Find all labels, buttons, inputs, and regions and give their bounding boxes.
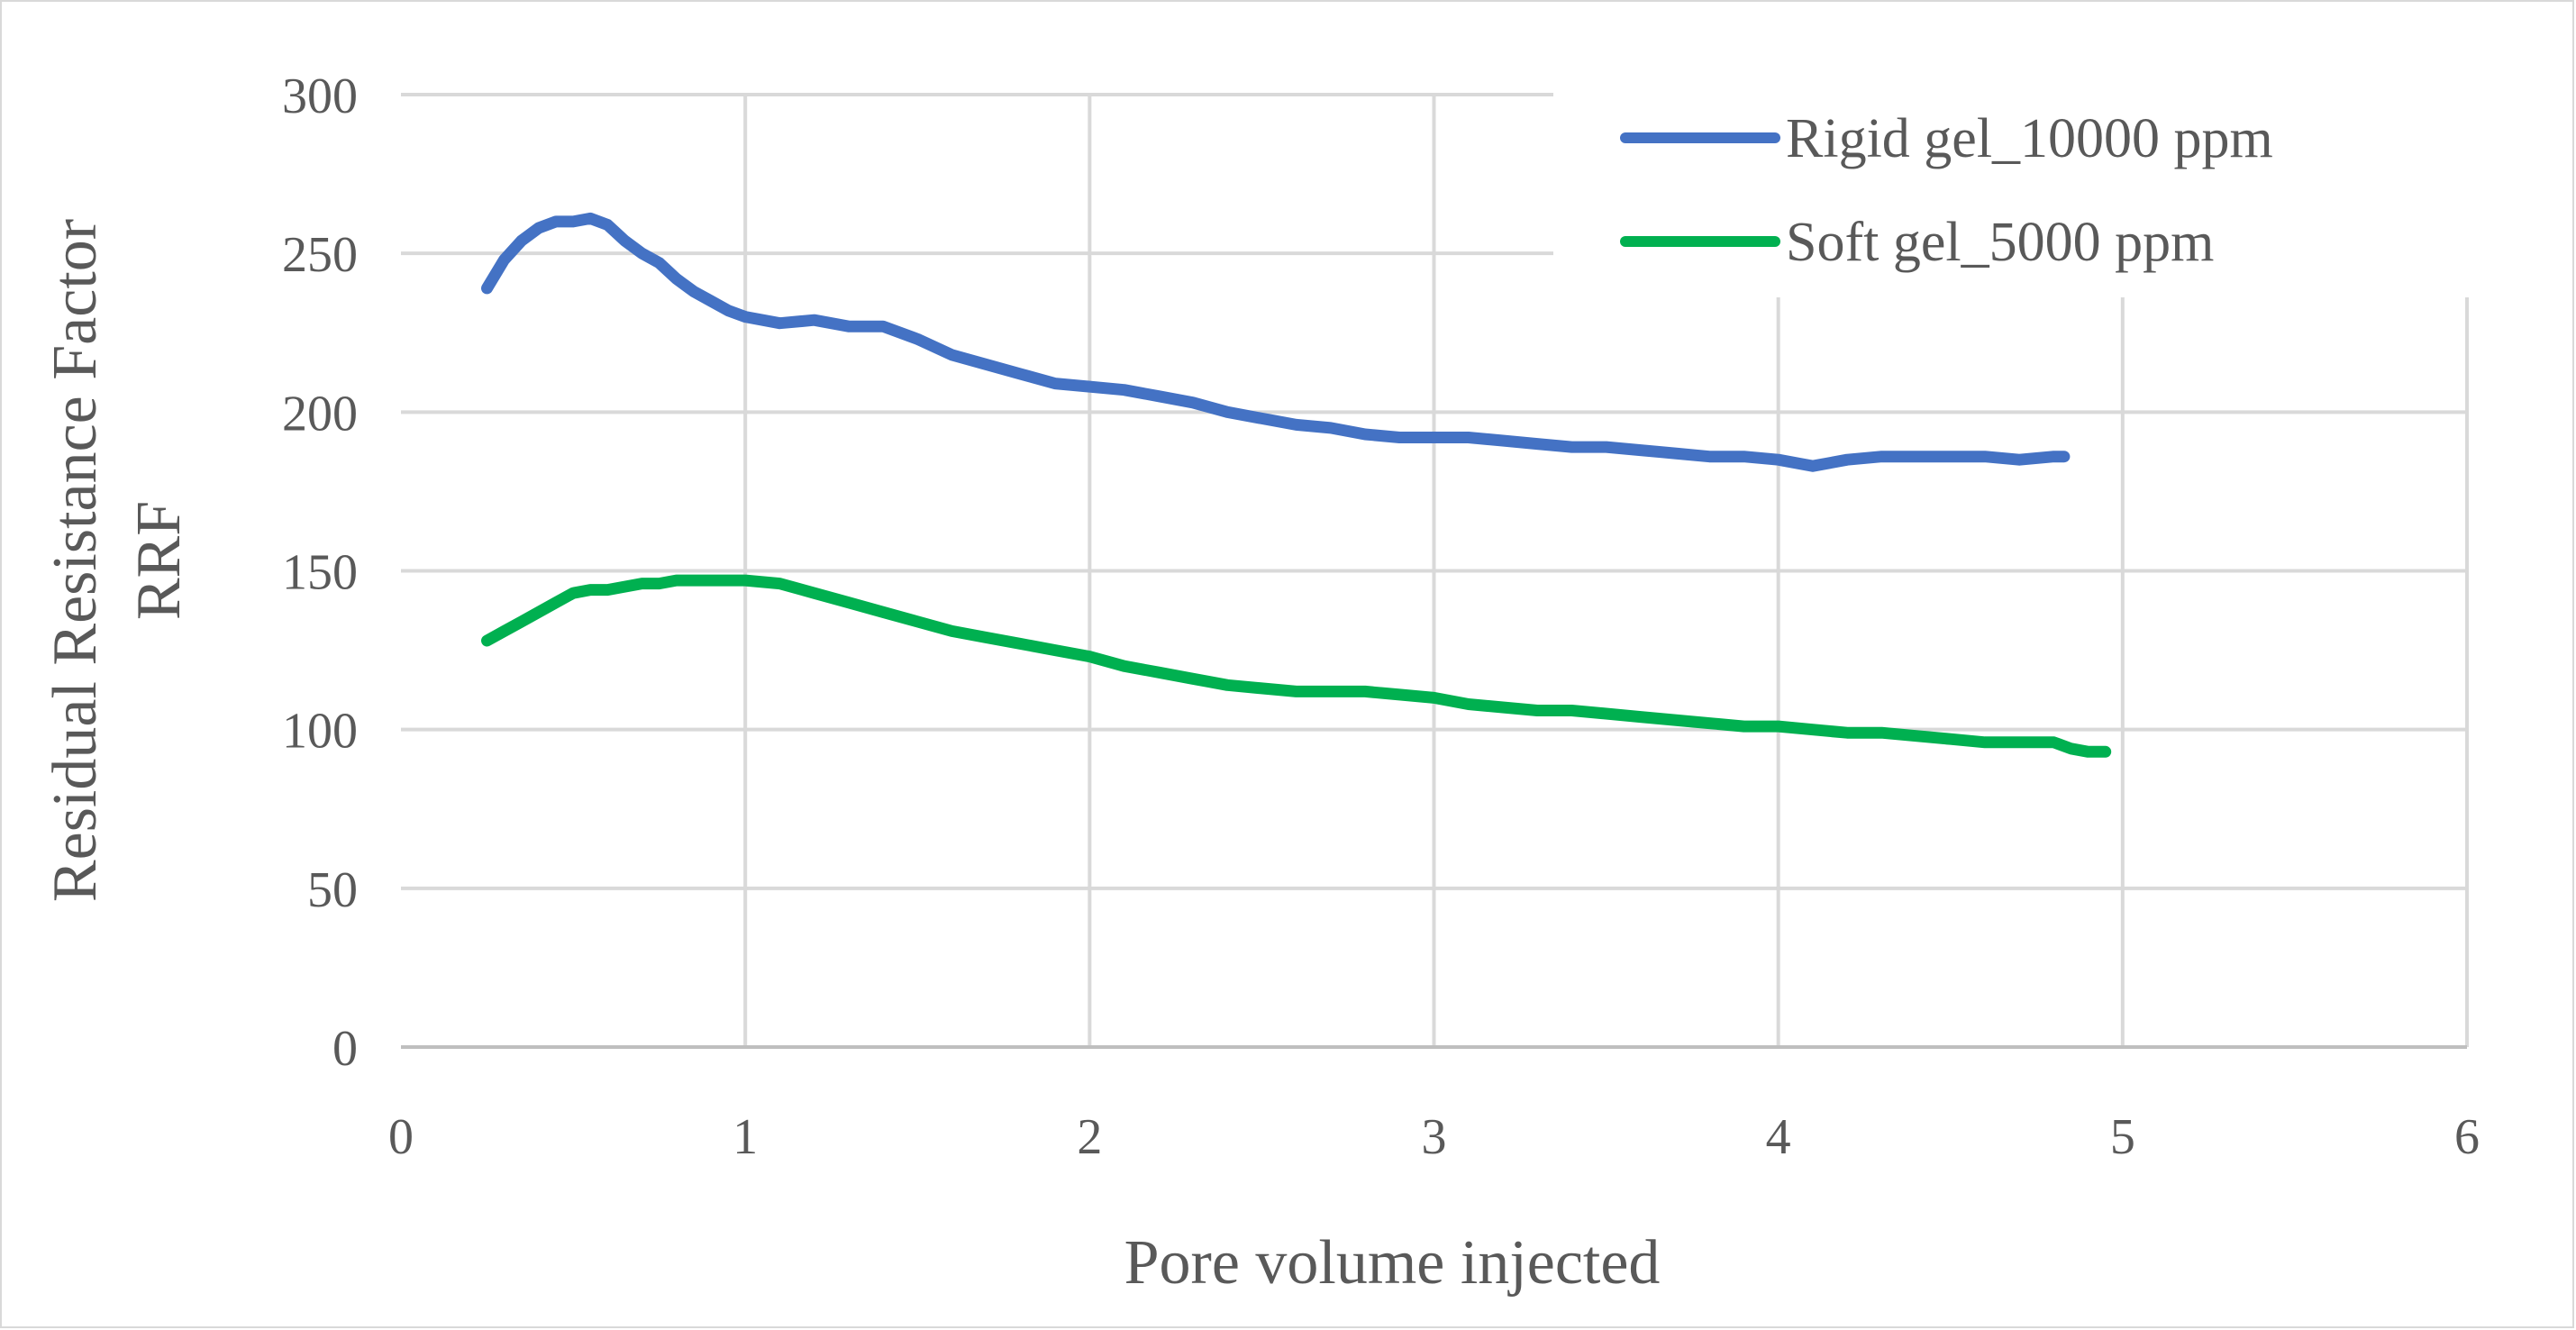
legend-background bbox=[1553, 81, 2471, 297]
y-tick-label: 150 bbox=[282, 545, 358, 601]
x-axis-title: Pore volume injected bbox=[1124, 1228, 1661, 1298]
series-lines bbox=[481, 212, 2112, 758]
legend-label-soft-gel: Soft gel_5000 ppm bbox=[1786, 212, 2214, 273]
x-tick-labels: 0 1 2 3 4 5 6 bbox=[388, 1109, 2480, 1165]
y-axis-title-line2: RRF bbox=[124, 501, 194, 620]
series-line-soft-gel bbox=[481, 574, 2112, 758]
legend: Rigid gel_10000 ppm Soft gel_5000 ppm bbox=[1553, 81, 2471, 297]
y-tick-label: 200 bbox=[282, 386, 358, 442]
y-tick-label: 0 bbox=[332, 1021, 358, 1077]
y-tick-label: 300 bbox=[282, 68, 358, 124]
x-tick-label: 1 bbox=[733, 1109, 758, 1165]
y-axis-title-line1: Residual Resistance Factor bbox=[41, 219, 110, 902]
x-tick-label: 2 bbox=[1077, 1109, 1102, 1165]
x-tick-label: 4 bbox=[1766, 1109, 1791, 1165]
x-tick-label: 5 bbox=[2110, 1109, 2135, 1165]
legend-label-rigid-gel: Rigid gel_10000 ppm bbox=[1786, 108, 2273, 169]
x-tick-label: 0 bbox=[388, 1109, 414, 1165]
x-tick-label: 3 bbox=[1422, 1109, 1447, 1165]
series-line-rigid-gel bbox=[481, 212, 2071, 472]
x-tick-label: 6 bbox=[2454, 1109, 2480, 1165]
y-tick-label: 100 bbox=[282, 704, 358, 760]
y-tick-labels: 0 50 100 150 200 250 300 bbox=[282, 68, 358, 1077]
y-tick-label: 250 bbox=[282, 227, 358, 283]
y-tick-label: 50 bbox=[307, 862, 358, 918]
